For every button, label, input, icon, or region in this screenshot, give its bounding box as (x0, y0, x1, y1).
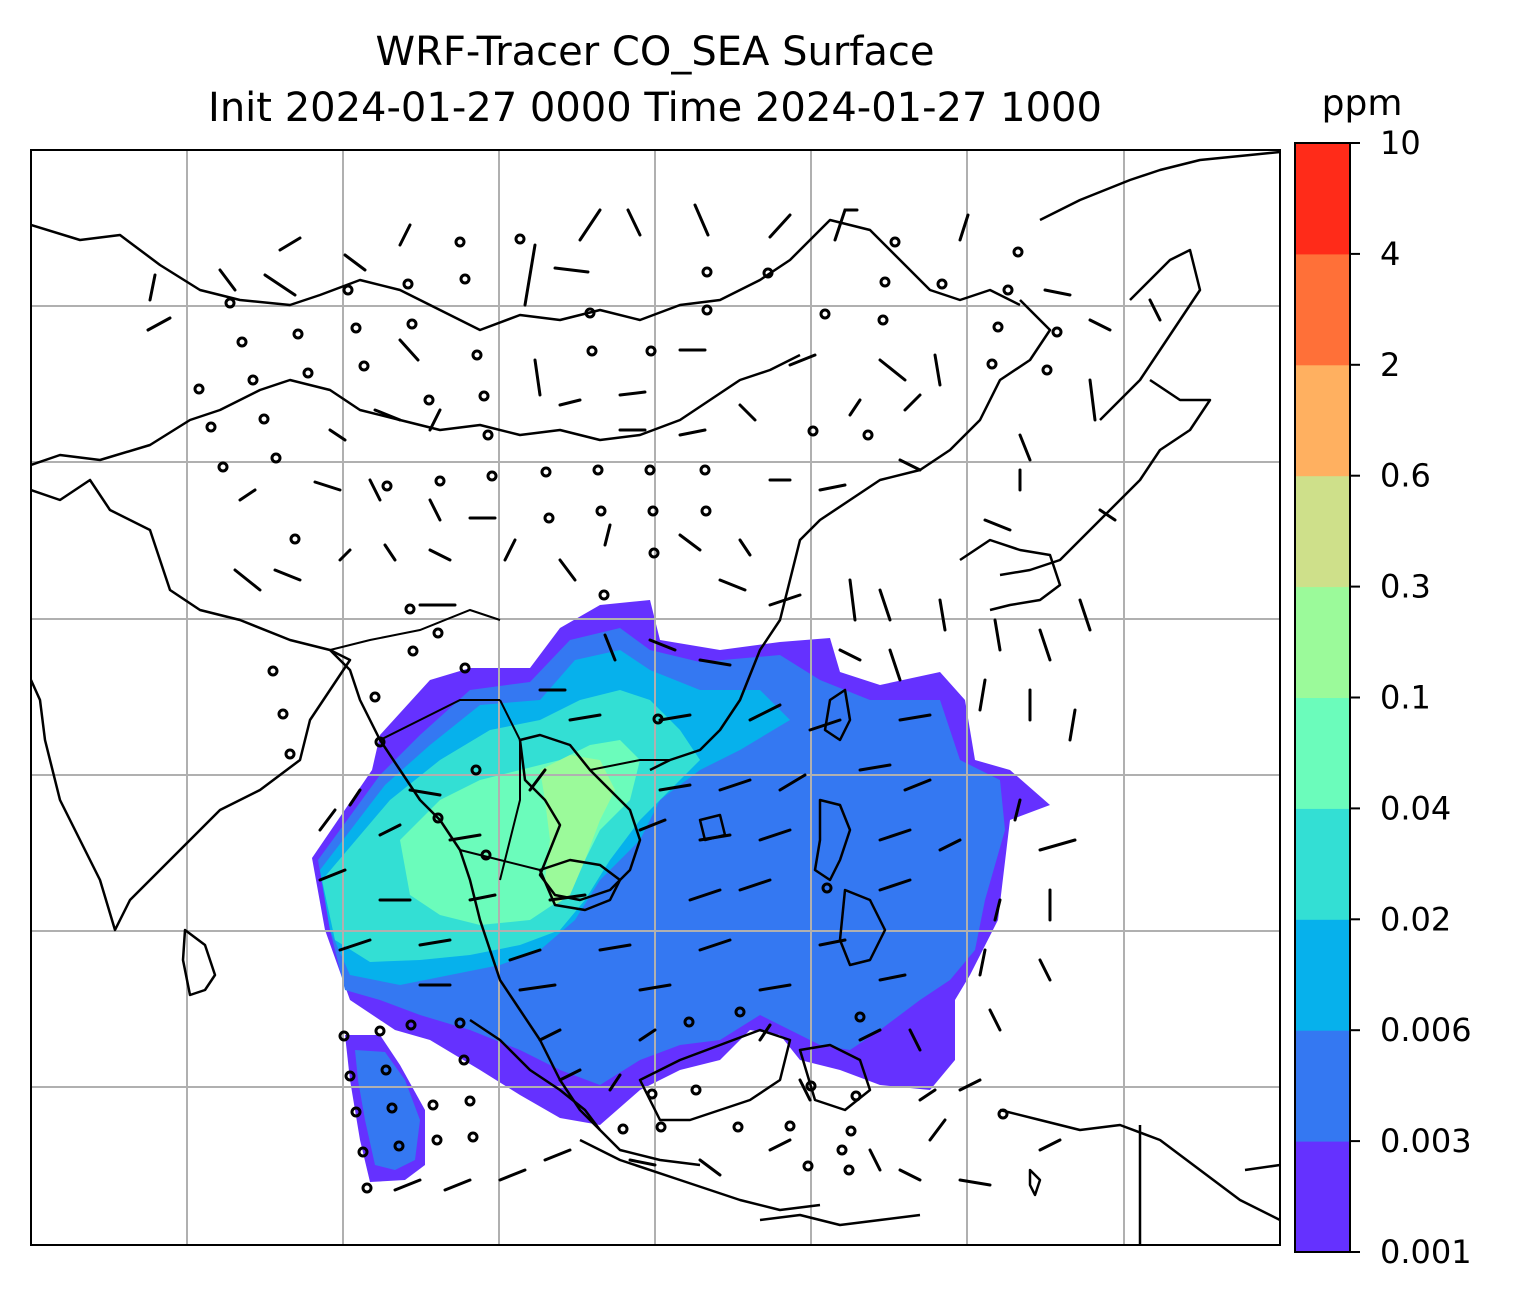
colorbar-tick-label: 0.1 (1380, 679, 1431, 717)
colorbar-swatch (1295, 586, 1350, 698)
colorbar-ticks: 0.001 0.003 0.006 0.02 0.04 0.1 0.3 0.6 2 4 10 (1350, 124, 1472, 1271)
colorbar-swatch (1295, 253, 1350, 366)
colorbar-unit: ppm (1322, 83, 1403, 124)
colorbar-swatch (1295, 919, 1350, 1031)
colorbar: ppm 0.001 0.003 0.006 0.02 0.04 0.1 0.3 0.6 2 4 10 (1294, 83, 1472, 1271)
colorbar-tick-label: 0.3 (1380, 568, 1431, 606)
colorbar-swatch (1295, 475, 1350, 588)
colorbar-tick-label: 2 (1380, 346, 1400, 384)
colorbar-swatch (1295, 697, 1350, 809)
colorbar-tick-label: 10 (1380, 124, 1421, 162)
colorbar-tick-label: 0.001 (1380, 1233, 1472, 1271)
colorbar-tick-label: 0.02 (1380, 900, 1451, 938)
colorbar-swatch (1295, 1030, 1350, 1142)
map-panel (31, 150, 1280, 1245)
colorbar-tick-label: 0.003 (1380, 1122, 1472, 1160)
colorbar-swatch (1295, 1141, 1350, 1253)
map-subtitle: Init 2024-01-27 0000 Time 2024-01-27 100… (208, 85, 1102, 131)
colorbar-tick-label: 0.04 (1380, 789, 1451, 827)
colorbar-tick-label: 0.6 (1380, 457, 1431, 495)
colorbar-swatch (1295, 808, 1350, 920)
wind-barbs (146, 203, 1162, 1192)
map-frame (30, 149, 1281, 1246)
colorbar-tick-label: 4 (1380, 235, 1400, 273)
colorbar-swatch (1295, 143, 1350, 255)
coastlines (31, 150, 1280, 1245)
map-title: WRF-Tracer CO_SEA Surface (375, 29, 935, 75)
colorbar-swatch (1295, 364, 1350, 477)
country-borders (329, 608, 670, 881)
tracer-concentration-fill (312, 600, 1050, 1182)
colorbar-tick-label: 0.006 (1380, 1011, 1472, 1049)
calm-circles (193, 233, 1063, 1194)
colorbar-swatches (1295, 143, 1350, 1253)
